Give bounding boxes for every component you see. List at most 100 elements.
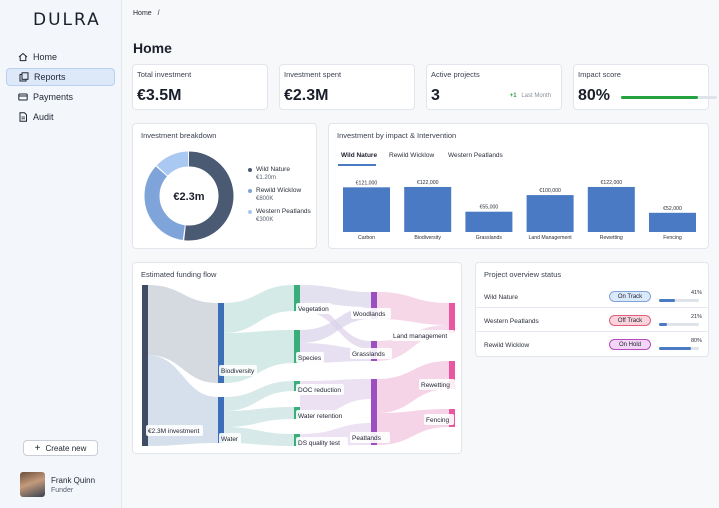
flow-node-species[interactable] <box>294 330 300 363</box>
progress-percent: 21% <box>691 314 703 320</box>
tab-wild-nature[interactable]: Wild Nature <box>341 152 378 159</box>
user-profile[interactable]: Frank Quinn Funder <box>20 472 95 497</box>
breakdown-donut-chart: €2.3m <box>144 151 234 241</box>
sidebar-item-audit[interactable]: Audit <box>6 108 115 126</box>
sidebar: DULRA Home Reports Payments Audit <box>0 0 122 508</box>
legend-item-wild-nature: Wild Nature €1.20m <box>248 166 290 181</box>
document-icon <box>18 112 28 122</box>
legend-dot <box>248 189 252 193</box>
flow-label-fencing: Fencing <box>426 417 450 424</box>
plus-icon: + <box>34 442 41 454</box>
bar-category-label: Carbon <box>358 235 375 241</box>
donut-slice-0[interactable] <box>144 151 234 241</box>
bar-grasslands[interactable] <box>465 211 513 232</box>
active-tab-indicator <box>338 164 376 166</box>
flow-link <box>377 361 449 413</box>
card-icon <box>18 92 28 102</box>
create-new-button[interactable]: + Create new <box>23 440 98 456</box>
progress-percent: 41% <box>691 290 703 296</box>
project-progress-fill <box>659 323 668 326</box>
card-title: Investment breakdown <box>141 131 217 140</box>
flow-link <box>224 427 294 446</box>
bar-category-label: Biodiversity <box>414 235 441 241</box>
project-progress-fill <box>659 299 676 302</box>
flow-label-doc-reduction: DOC reduction <box>298 387 341 394</box>
bar-value-label: €55,000 <box>480 205 499 211</box>
status-row-rewild-wicklow[interactable]: Rewild Wicklow On Hold 80% <box>476 334 708 356</box>
flow-node-water[interactable] <box>218 397 224 443</box>
kpi-value: 80% <box>578 87 611 104</box>
progress-percent: 80% <box>691 338 703 344</box>
flow-label-woodlands: Woodlands <box>353 311 386 318</box>
card-title: Estimated funding flow <box>141 270 217 279</box>
flow-link <box>224 381 294 411</box>
app-logo[interactable]: DULRA <box>33 10 101 30</box>
flow-label-source: €2.3M investment <box>148 428 199 435</box>
delta-label: Last Month <box>521 93 551 99</box>
bar-biodiversity[interactable] <box>404 186 452 232</box>
sidebar-item-label: Audit <box>33 112 54 122</box>
flow-node-peatlands[interactable] <box>371 379 377 445</box>
status-row-western-peatlands[interactable]: Western Peatlands Off Track 21% <box>476 310 708 332</box>
kpi-value: €2.3M <box>284 87 329 104</box>
bar-fencing[interactable] <box>649 212 696 232</box>
breadcrumb-home[interactable]: Home <box>133 10 152 17</box>
donut-slice-1[interactable] <box>144 151 234 241</box>
breadcrumb-separator: / <box>157 10 160 17</box>
status-badge: On Hold <box>609 339 651 350</box>
impact-progress-fill <box>621 96 698 99</box>
flow-label-ds-quality: DS quality test <box>298 440 340 447</box>
flow-node-woodlands[interactable] <box>371 292 377 319</box>
legend-dot <box>248 210 252 214</box>
project-name: Rewild Wicklow <box>484 342 530 349</box>
project-progress-fill <box>659 347 691 350</box>
flow-label-vegetation: Vegetation <box>298 306 329 313</box>
investment-by-impact-card: Investment by impact & Intervention Wild… <box>328 123 709 249</box>
flow-node-biodiversity[interactable] <box>218 303 224 383</box>
kpi-investment-spent: Investment spent €2.3M <box>279 64 415 110</box>
tab-western-peatlands[interactable]: Western Peatlands <box>448 152 503 159</box>
flow-node-land-management[interactable] <box>449 303 455 333</box>
flow-link <box>300 285 371 307</box>
flow-link <box>147 355 218 446</box>
bar-land-management[interactable] <box>526 195 574 232</box>
tab-rewild-wicklow[interactable]: Rewild Wicklow <box>389 152 435 159</box>
kpi-label: Total investment <box>137 70 192 79</box>
funding-flow-sankey: €2.3M investment Biodiversity Water Vege… <box>142 285 455 448</box>
kpi-delta: +1 Last Month <box>510 93 551 99</box>
bar-category-label: Fencing <box>663 235 682 241</box>
flow-node-source[interactable] <box>142 285 148 446</box>
bar-value-label: €122,000 <box>600 180 622 186</box>
bar-value-label: €121,000 <box>356 180 378 186</box>
sidebar-item-payments[interactable]: Payments <box>6 88 115 106</box>
impact-progress-bar <box>621 96 717 99</box>
project-progress-bar <box>659 299 699 302</box>
flow-node-vegetation[interactable] <box>294 285 300 311</box>
bar-value-label: €100,000 <box>539 188 561 194</box>
flow-node-rewetting[interactable] <box>449 361 455 389</box>
sidebar-item-home[interactable]: Home <box>6 48 115 66</box>
flow-link <box>377 292 449 325</box>
legend-dot <box>248 168 252 172</box>
project-progress-bar <box>659 347 699 350</box>
status-row-wild-nature[interactable]: Wild Nature On Track 41% <box>476 286 708 308</box>
bar-rewetting[interactable] <box>587 186 635 232</box>
home-icon <box>18 52 28 62</box>
sidebar-item-reports[interactable]: Reports <box>6 68 115 86</box>
project-name: Wild Nature <box>484 294 518 301</box>
project-name: Western Peatlands <box>484 318 539 325</box>
sidebar-nav: Home Reports Payments Audit <box>6 48 115 128</box>
bar-carbon[interactable] <box>343 187 390 232</box>
avatar <box>20 472 45 497</box>
user-role: Funder <box>51 486 74 494</box>
legend-item-rewild-wicklow: Rewild Wicklow €800K <box>248 187 301 202</box>
card-title: Project overview status <box>484 270 562 279</box>
status-badge: Off Track <box>609 315 651 326</box>
kpi-label: Impact score <box>578 70 621 79</box>
kpi-value: €3.5M <box>137 87 182 104</box>
sidebar-item-label: Payments <box>33 92 74 102</box>
kpi-value: 3 <box>431 87 440 104</box>
user-name: Frank Quinn <box>51 475 96 485</box>
sidebar-item-label: Reports <box>34 72 66 82</box>
legend-item-western-peatlands: Western Peatlands €300K <box>248 208 311 223</box>
